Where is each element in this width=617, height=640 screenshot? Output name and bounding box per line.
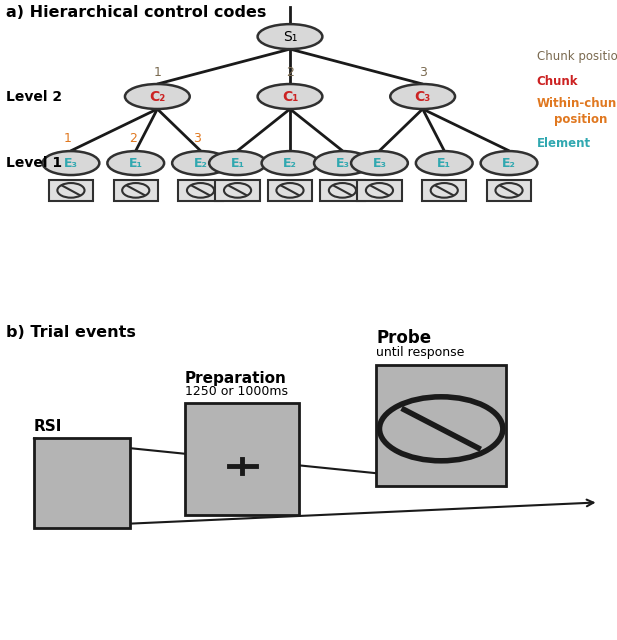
Ellipse shape	[258, 84, 322, 109]
Circle shape	[276, 183, 304, 198]
Ellipse shape	[43, 151, 99, 175]
Text: C₃: C₃	[415, 90, 431, 104]
Bar	[320, 180, 365, 201]
Text: 500 - 900ms: 500 - 900ms	[34, 444, 113, 457]
Text: 1: 1	[64, 132, 72, 145]
Circle shape	[122, 183, 149, 198]
Ellipse shape	[125, 84, 190, 109]
Text: 3: 3	[419, 66, 426, 79]
Circle shape	[379, 397, 503, 461]
Text: Within-chunk
position: Within-chunk position	[537, 97, 617, 126]
Text: b) Trial events: b) Trial events	[6, 325, 136, 340]
Text: C₁: C₁	[282, 90, 298, 104]
Bar	[178, 180, 223, 201]
Text: C₂: C₂	[149, 90, 165, 104]
Circle shape	[495, 183, 523, 198]
Bar	[49, 180, 93, 201]
Ellipse shape	[262, 151, 318, 175]
Text: E₃: E₃	[373, 157, 386, 170]
Text: Probe: Probe	[376, 329, 431, 347]
Bar	[376, 365, 506, 486]
Text: 3: 3	[194, 132, 201, 145]
Circle shape	[366, 183, 393, 198]
Ellipse shape	[351, 151, 408, 175]
Text: E₁: E₁	[437, 157, 451, 170]
Text: S₁: S₁	[283, 29, 297, 44]
Circle shape	[431, 183, 458, 198]
Circle shape	[57, 183, 85, 198]
Circle shape	[224, 183, 251, 198]
Circle shape	[187, 183, 214, 198]
Ellipse shape	[172, 151, 229, 175]
Text: 1: 1	[154, 66, 161, 79]
Bar	[34, 438, 130, 528]
Text: 2: 2	[286, 66, 294, 79]
Text: E₂: E₂	[283, 157, 297, 170]
Ellipse shape	[209, 151, 266, 175]
Text: 1250 or 1000ms: 1250 or 1000ms	[185, 385, 288, 398]
Text: Level 1: Level 1	[6, 156, 62, 170]
Ellipse shape	[107, 151, 164, 175]
Bar	[268, 180, 312, 201]
Text: E₃: E₃	[336, 157, 349, 170]
Circle shape	[329, 183, 356, 198]
Ellipse shape	[390, 84, 455, 109]
Text: E₁: E₁	[129, 157, 143, 170]
Bar	[422, 180, 466, 201]
Bar	[357, 180, 402, 201]
Text: Chunk: Chunk	[537, 75, 578, 88]
Text: E₃: E₃	[64, 157, 78, 170]
Text: until response: until response	[376, 346, 465, 359]
Text: a) Hierarchical control codes: a) Hierarchical control codes	[6, 5, 267, 20]
Text: Preparation: Preparation	[185, 371, 287, 385]
Text: E₁: E₁	[231, 157, 244, 170]
Ellipse shape	[481, 151, 537, 175]
Text: Level 2: Level 2	[6, 90, 62, 104]
Bar	[114, 180, 158, 201]
Text: RSI: RSI	[34, 419, 62, 434]
Text: Chunk position: Chunk position	[537, 50, 617, 63]
Text: 2: 2	[129, 132, 136, 145]
Bar	[215, 180, 260, 201]
Text: E₂: E₂	[502, 157, 516, 170]
Bar	[185, 403, 299, 515]
Ellipse shape	[258, 24, 322, 49]
Ellipse shape	[314, 151, 371, 175]
Text: E₂: E₂	[194, 157, 207, 170]
Text: Element: Element	[537, 136, 591, 150]
Ellipse shape	[416, 151, 473, 175]
Bar	[487, 180, 531, 201]
